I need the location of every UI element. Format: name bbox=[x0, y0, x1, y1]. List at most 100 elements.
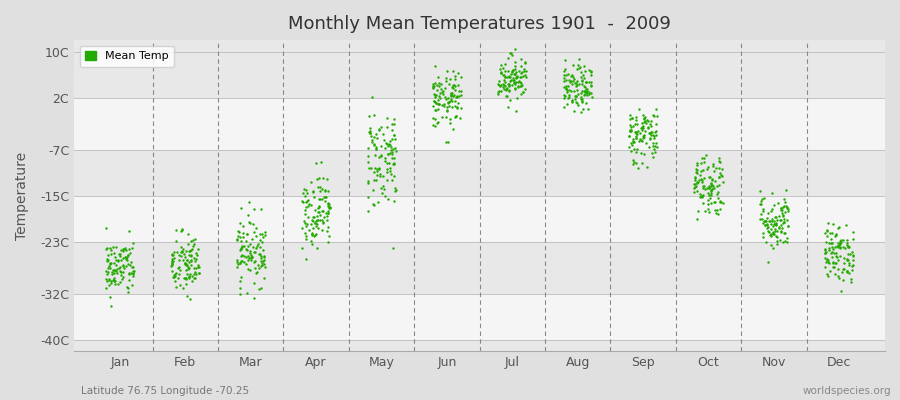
Point bbox=[570, 66, 584, 73]
Point bbox=[439, 114, 454, 120]
Point bbox=[241, 252, 256, 259]
Point bbox=[706, 182, 721, 189]
Point bbox=[176, 285, 190, 291]
Point bbox=[779, 205, 794, 211]
Point bbox=[643, 121, 657, 127]
Point bbox=[173, 282, 187, 288]
Point bbox=[255, 262, 269, 268]
Point bbox=[505, 68, 519, 75]
Point bbox=[439, 107, 454, 114]
Point bbox=[628, 135, 643, 142]
Point bbox=[124, 244, 139, 251]
Point bbox=[491, 88, 506, 95]
Point bbox=[121, 261, 135, 268]
Point bbox=[167, 278, 182, 284]
Point bbox=[321, 233, 336, 239]
Point bbox=[428, 98, 443, 105]
Point bbox=[382, 142, 397, 148]
Point bbox=[252, 230, 266, 237]
Point bbox=[768, 214, 782, 220]
Point bbox=[111, 281, 125, 287]
Point bbox=[100, 271, 114, 277]
Point bbox=[634, 160, 649, 166]
Point bbox=[638, 118, 652, 124]
Point bbox=[444, 98, 458, 104]
Point bbox=[304, 238, 319, 245]
Point bbox=[500, 73, 514, 80]
Point bbox=[713, 198, 727, 204]
Point bbox=[126, 240, 140, 246]
Point bbox=[122, 228, 136, 234]
Point bbox=[705, 181, 719, 188]
Point bbox=[107, 267, 122, 273]
Point bbox=[756, 195, 770, 202]
Point bbox=[708, 210, 723, 216]
Point bbox=[502, 82, 517, 89]
Bar bbox=[74, 294, 885, 340]
Point bbox=[491, 82, 506, 89]
Point bbox=[99, 285, 113, 291]
Point bbox=[644, 122, 659, 129]
Point bbox=[434, 81, 448, 87]
Point bbox=[567, 96, 581, 102]
Point bbox=[766, 229, 780, 236]
Point bbox=[256, 252, 271, 259]
Point bbox=[823, 230, 837, 236]
Bar bbox=[74, 242, 885, 294]
Point bbox=[184, 256, 198, 263]
Point bbox=[253, 243, 267, 250]
Point bbox=[704, 180, 718, 186]
Point bbox=[763, 232, 778, 238]
Point bbox=[439, 108, 454, 115]
Point bbox=[436, 88, 450, 94]
Point bbox=[517, 68, 531, 75]
Point bbox=[112, 251, 126, 257]
Point bbox=[704, 190, 718, 196]
Point bbox=[432, 100, 446, 107]
Point bbox=[246, 244, 260, 250]
Point bbox=[845, 248, 859, 255]
Point bbox=[435, 88, 449, 95]
Point bbox=[441, 139, 455, 146]
Point bbox=[366, 187, 381, 193]
Point bbox=[561, 83, 575, 90]
Point bbox=[188, 258, 202, 264]
Point bbox=[647, 142, 662, 149]
Point bbox=[298, 211, 312, 218]
Point bbox=[840, 256, 854, 262]
Point bbox=[123, 262, 138, 268]
Point bbox=[256, 254, 271, 260]
Point bbox=[645, 140, 660, 146]
Point bbox=[694, 192, 708, 199]
Point bbox=[824, 236, 838, 242]
Point bbox=[504, 77, 518, 83]
Point bbox=[824, 243, 839, 250]
Point bbox=[383, 164, 398, 171]
Point bbox=[634, 124, 649, 130]
Point bbox=[191, 264, 205, 270]
Point bbox=[821, 273, 835, 280]
Point bbox=[625, 142, 639, 148]
Point bbox=[821, 220, 835, 226]
Point bbox=[370, 134, 384, 141]
Point bbox=[380, 141, 394, 147]
Point bbox=[428, 92, 442, 98]
Point bbox=[254, 258, 268, 264]
Point bbox=[514, 63, 528, 70]
Point bbox=[319, 210, 333, 217]
Point bbox=[758, 222, 772, 228]
Point bbox=[323, 204, 338, 211]
Point bbox=[167, 271, 182, 278]
Point bbox=[634, 124, 649, 131]
Point bbox=[497, 82, 511, 88]
Point bbox=[312, 204, 327, 210]
Point bbox=[624, 124, 638, 131]
Point bbox=[766, 220, 780, 227]
Point bbox=[168, 284, 183, 291]
Point bbox=[310, 217, 325, 223]
Point bbox=[760, 227, 775, 234]
Point bbox=[426, 102, 440, 109]
Point bbox=[123, 249, 138, 256]
Point bbox=[580, 86, 595, 92]
Point bbox=[564, 72, 579, 78]
